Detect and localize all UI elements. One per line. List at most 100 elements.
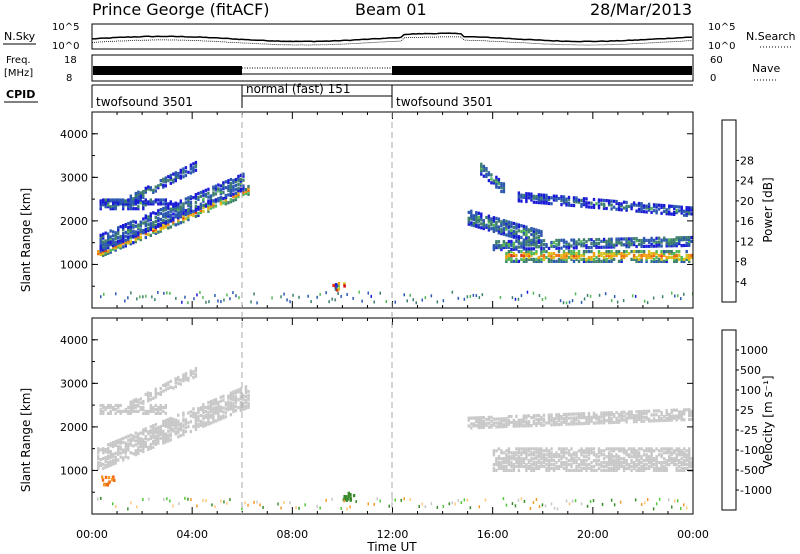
range-cell: [555, 253, 558, 258]
range-cell: [602, 413, 606, 417]
range-cell: [174, 177, 177, 181]
range-cell: [112, 502, 114, 506]
range-cell: [685, 238, 688, 242]
range-cell: [510, 451, 513, 455]
range-cell: [497, 229, 501, 233]
range-cell: [234, 399, 238, 403]
range-cell: [119, 200, 122, 204]
range-cell: [562, 250, 566, 254]
range-cell: [202, 407, 205, 411]
range-cell: [575, 196, 578, 200]
range-cell: [660, 244, 663, 248]
range-cell: [137, 450, 140, 454]
range-cell: [107, 411, 110, 415]
range-cell: [99, 247, 102, 251]
range-cell: [617, 459, 621, 463]
range-cell: [253, 292, 255, 296]
range-cell: [525, 416, 528, 420]
range-cell: [580, 463, 583, 467]
range-cell: [632, 451, 636, 455]
range-cell: [127, 207, 130, 211]
range-cell: [167, 381, 170, 385]
range-cell: [675, 468, 678, 472]
range-cell: [612, 205, 616, 209]
range-cell: [527, 257, 531, 261]
range-cell: [565, 259, 568, 263]
range-cell: [678, 461, 681, 465]
range-cell: [545, 201, 548, 205]
range-cell: [134, 397, 137, 402]
range-cell: [678, 459, 681, 463]
range-cell: [535, 455, 538, 459]
range-cell: [675, 236, 678, 240]
range-cell: [114, 237, 117, 241]
range-cell: [194, 206, 198, 210]
range-cell: [577, 457, 581, 461]
range-cell: [520, 418, 523, 422]
range-cell: [605, 206, 608, 211]
range-cell: [690, 464, 693, 469]
range-cell: [229, 397, 233, 401]
range-cell: [655, 419, 658, 423]
range-cell: [164, 424, 167, 428]
range-cell: [505, 419, 508, 423]
range-cell: [587, 451, 591, 455]
range-cell: [515, 424, 518, 428]
range-cell: [507, 420, 511, 425]
range-cell: [673, 259, 676, 263]
range-cell: [572, 198, 576, 202]
range-cell: [134, 238, 137, 242]
range-cell: [597, 252, 601, 256]
range-cell: [635, 453, 638, 457]
range-cell: [119, 455, 122, 459]
range-cell: [167, 226, 170, 230]
range-cell: [575, 459, 578, 463]
range-cell: [129, 198, 132, 202]
range-cell: [139, 238, 142, 242]
range-cell: [497, 246, 501, 250]
range-cell: [547, 466, 551, 471]
range-cell: [194, 200, 198, 205]
freq-tick-top: 18: [64, 55, 77, 66]
range-cell: [174, 213, 177, 217]
range-cell: [545, 250, 548, 254]
range-cell: [517, 461, 521, 465]
range-cell: [162, 383, 165, 387]
range-cell: [617, 259, 621, 263]
range-cell: [214, 184, 218, 188]
range-cell: [127, 446, 130, 450]
range-cell: [132, 219, 135, 223]
range-cell: [627, 414, 631, 418]
range-cell: [680, 207, 683, 211]
range-cell: [500, 244, 503, 248]
range-cell: [102, 240, 105, 244]
range-cell: [580, 466, 583, 471]
range-cell: [590, 257, 593, 261]
range-cell: [650, 413, 653, 417]
range-cell: [234, 191, 238, 195]
range-cell: [492, 423, 496, 427]
range-cell: [592, 253, 596, 258]
colorbar-tick-label: -100: [740, 444, 765, 457]
range-cell: [167, 179, 170, 183]
range-cell: [169, 379, 172, 383]
range-cell: [520, 459, 523, 463]
range-cell: [532, 451, 536, 455]
range-cell: [124, 407, 127, 412]
range-cell: [358, 290, 360, 294]
range-cell: [610, 457, 613, 461]
range-cell: [244, 385, 248, 389]
range-cell: [645, 417, 648, 421]
range-cell: [610, 411, 613, 415]
nsky-label: N.Sky: [4, 30, 36, 43]
range-cell: [99, 448, 102, 452]
range-cell: [104, 448, 107, 452]
range-cell: [640, 419, 643, 423]
range-cell: [242, 394, 245, 398]
range-cell: [517, 451, 521, 455]
range-cell: [159, 430, 162, 434]
range-cell: [510, 223, 513, 227]
range-cell: [525, 420, 528, 424]
range-cell: [164, 223, 167, 227]
range-cell: [179, 378, 182, 382]
